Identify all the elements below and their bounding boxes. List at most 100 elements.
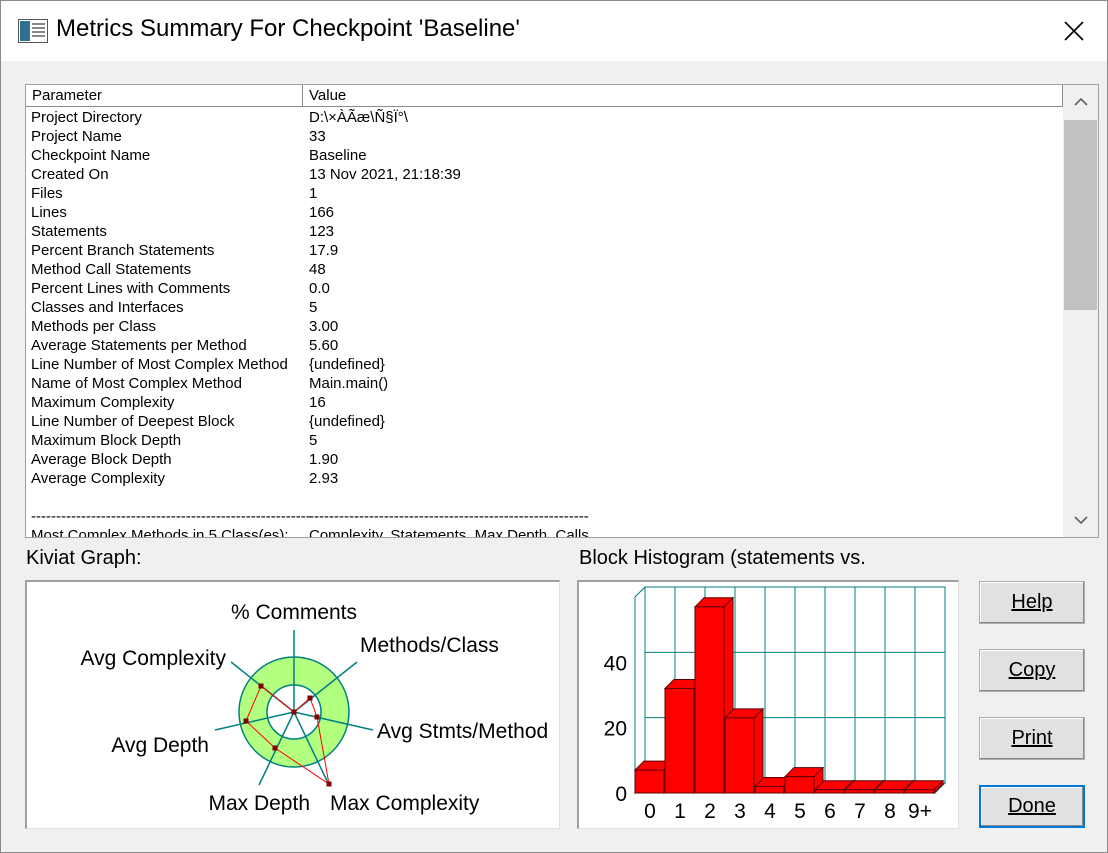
block-histogram-label: Block Histogram (statements vs.: [579, 547, 866, 569]
histogram-y-tick-label: 0: [615, 783, 627, 806]
parameter-cell: Average Complexity: [31, 470, 165, 487]
parameter-cell: Statements: [31, 223, 107, 240]
value-cell: 33: [309, 128, 326, 145]
parameter-cell: Method Call Statements: [31, 261, 192, 278]
parameter-cell: ----------------------------------------…: [31, 508, 311, 525]
kiviat-label-avg-depth: Avg Depth: [111, 734, 209, 757]
histogram-y-tick-label: 40: [604, 652, 627, 675]
parameter-cell: Project Name: [31, 128, 122, 145]
table-row[interactable]: Lines 166: [26, 202, 1063, 221]
scroll-down-button[interactable]: [1063, 503, 1098, 537]
kiviat-points: [243, 683, 332, 787]
table-row[interactable]: Project Directory D:\×ÀÃæ\Ñ§Ï°\: [26, 107, 1063, 126]
close-button[interactable]: [1051, 11, 1097, 51]
copy-button[interactable]: Copy: [979, 649, 1085, 692]
histogram-x-tick-label: 1: [674, 800, 686, 823]
value-cell: 1.90: [309, 451, 339, 468]
table-row[interactable]: Checkpoint Name Baseline: [26, 145, 1063, 164]
parameter-cell: Methods per Class: [31, 318, 157, 335]
value-cell: 16: [309, 394, 326, 411]
parameter-cell: Percent Lines with Comments: [31, 280, 231, 297]
value-cell: 0.0: [309, 280, 330, 297]
table-row[interactable]: Percent Lines with Comments 0.0: [26, 278, 1063, 297]
done-button[interactable]: Done: [979, 785, 1085, 828]
table-row[interactable]: ----------------------------------------…: [26, 506, 1063, 525]
column-header-value[interactable]: Value: [303, 85, 1063, 106]
window-title: Metrics Summary For Checkpoint 'Baseline…: [56, 15, 520, 42]
histogram-x-tick-label: 6: [824, 800, 836, 823]
value-cell: 123: [309, 223, 335, 240]
parameter-cell: Most Complex Methods in 5 Class(es):: [31, 527, 289, 538]
kiviat-axis-avg-depth: [214, 711, 295, 731]
chevron-down-icon: [1073, 516, 1088, 525]
kiviat-axis-avg-stmts: [293, 711, 374, 731]
done-button-label: Done: [1008, 795, 1056, 817]
metrics-table[interactable]: Parameter Value Project Directory D:\×ÀÃæ…: [25, 84, 1099, 538]
parameter-cell: Average Block Depth: [31, 451, 172, 468]
value-cell: 166: [309, 204, 335, 221]
table-row[interactable]: Statements 123: [26, 221, 1063, 240]
parameter-cell: Line Number of Most Complex Method: [31, 356, 288, 373]
table-row[interactable]: Method Call Statements 48: [26, 259, 1063, 278]
histogram-bar: [783, 766, 825, 795]
value-cell: Main.main(): [309, 375, 389, 392]
histogram-x-tick-label: 9+: [908, 800, 932, 823]
scroll-up-button[interactable]: [1063, 85, 1098, 119]
histogram-x-tick-label: 2: [704, 800, 716, 823]
table-row[interactable]: Maximum Complexity 16: [26, 392, 1063, 411]
table-row[interactable]: Project Name 33: [26, 126, 1063, 145]
scroll-thumb[interactable]: [1064, 120, 1097, 310]
table-row[interactable]: Average Statements per Method 5.60: [26, 335, 1063, 354]
kiviat-label-methods-class: Methods/Class: [360, 634, 499, 657]
kiviat-label-avg-complexity: Avg Complexity: [80, 647, 226, 670]
kiviat-label-max-complexity: Max Complexity: [330, 792, 480, 815]
value-cell: Complexity, Statements, Max Depth, Calls: [309, 527, 589, 538]
parameter-cell: Lines: [31, 204, 67, 221]
print-button[interactable]: Print: [979, 717, 1085, 760]
table-row[interactable]: [26, 487, 1063, 506]
value-cell: 3.00: [309, 318, 339, 335]
table-row[interactable]: Line Number of Most Complex Method {undef…: [26, 354, 1063, 373]
parameter-cell: Classes and Interfaces: [31, 299, 184, 316]
value-cell: 17.9: [309, 242, 339, 259]
table-row[interactable]: Average Complexity 2.93: [26, 468, 1063, 487]
table-row[interactable]: Created On 13 Nov 2021, 21:18:39: [26, 164, 1063, 183]
value-cell: 5.60: [309, 337, 339, 354]
kiviat-graph: % Comments Methods/Class Avg Stmts/Metho…: [80, 601, 548, 815]
table-row[interactable]: Average Block Depth 1.90: [26, 449, 1063, 468]
table-row[interactable]: Name of Most Complex Method Main.main(): [26, 373, 1063, 392]
table-row[interactable]: Line Number of Deepest Block {undefined}: [26, 411, 1063, 430]
chevron-up-icon: [1073, 97, 1088, 106]
parameter-cell: Percent Branch Statements: [31, 242, 215, 259]
value-cell: 1: [309, 185, 318, 202]
value-cell: 13 Nov 2021, 21:18:39: [309, 166, 461, 183]
parameter-cell: Files: [31, 185, 63, 202]
value-cell: Baseline: [309, 147, 367, 164]
vertical-scrollbar[interactable]: [1063, 85, 1098, 537]
table-row[interactable]: Percent Branch Statements 17.9: [26, 240, 1063, 259]
table-row[interactable]: Classes and Interfaces 5: [26, 297, 1063, 316]
table-row[interactable]: Files 1: [26, 183, 1063, 202]
histogram-x-tick-label: 7: [854, 800, 866, 823]
help-button[interactable]: Help: [979, 581, 1085, 624]
column-header-parameter[interactable]: Parameter: [26, 85, 303, 106]
table-row[interactable]: Methods per Class 3.00: [26, 316, 1063, 335]
kiviat-label-avg-stmts: Avg Stmts/Method: [377, 720, 548, 743]
kiviat-label-comments: % Comments: [231, 601, 357, 624]
histogram-x-tick-label: 5: [794, 800, 806, 823]
title-bar[interactable]: Metrics Summary For Checkpoint 'Baseline…: [1, 1, 1107, 61]
table-row[interactable]: Maximum Block Depth 5: [26, 430, 1063, 449]
table-row[interactable]: Most Complex Methods in 5 Class(es): Comp…: [26, 525, 1063, 538]
parameter-cell: Average Statements per Method: [31, 337, 247, 354]
histogram-bar: [723, 707, 765, 795]
value-cell: ----------------------------------------…: [309, 508, 589, 525]
help-button-label: Help: [1011, 591, 1053, 613]
table-header: Parameter Value: [26, 85, 1063, 107]
kiviat-polygon: [245, 685, 330, 786]
parameter-cell: Maximum Block Depth: [31, 432, 182, 449]
parameter-cell: Maximum Complexity: [31, 394, 175, 411]
value-cell: D:\×ÀÃæ\Ñ§Ï°\: [309, 109, 408, 126]
kiviat-axis-max-complexity: [293, 711, 330, 786]
histogram-x-tick-label: 0: [644, 800, 656, 823]
